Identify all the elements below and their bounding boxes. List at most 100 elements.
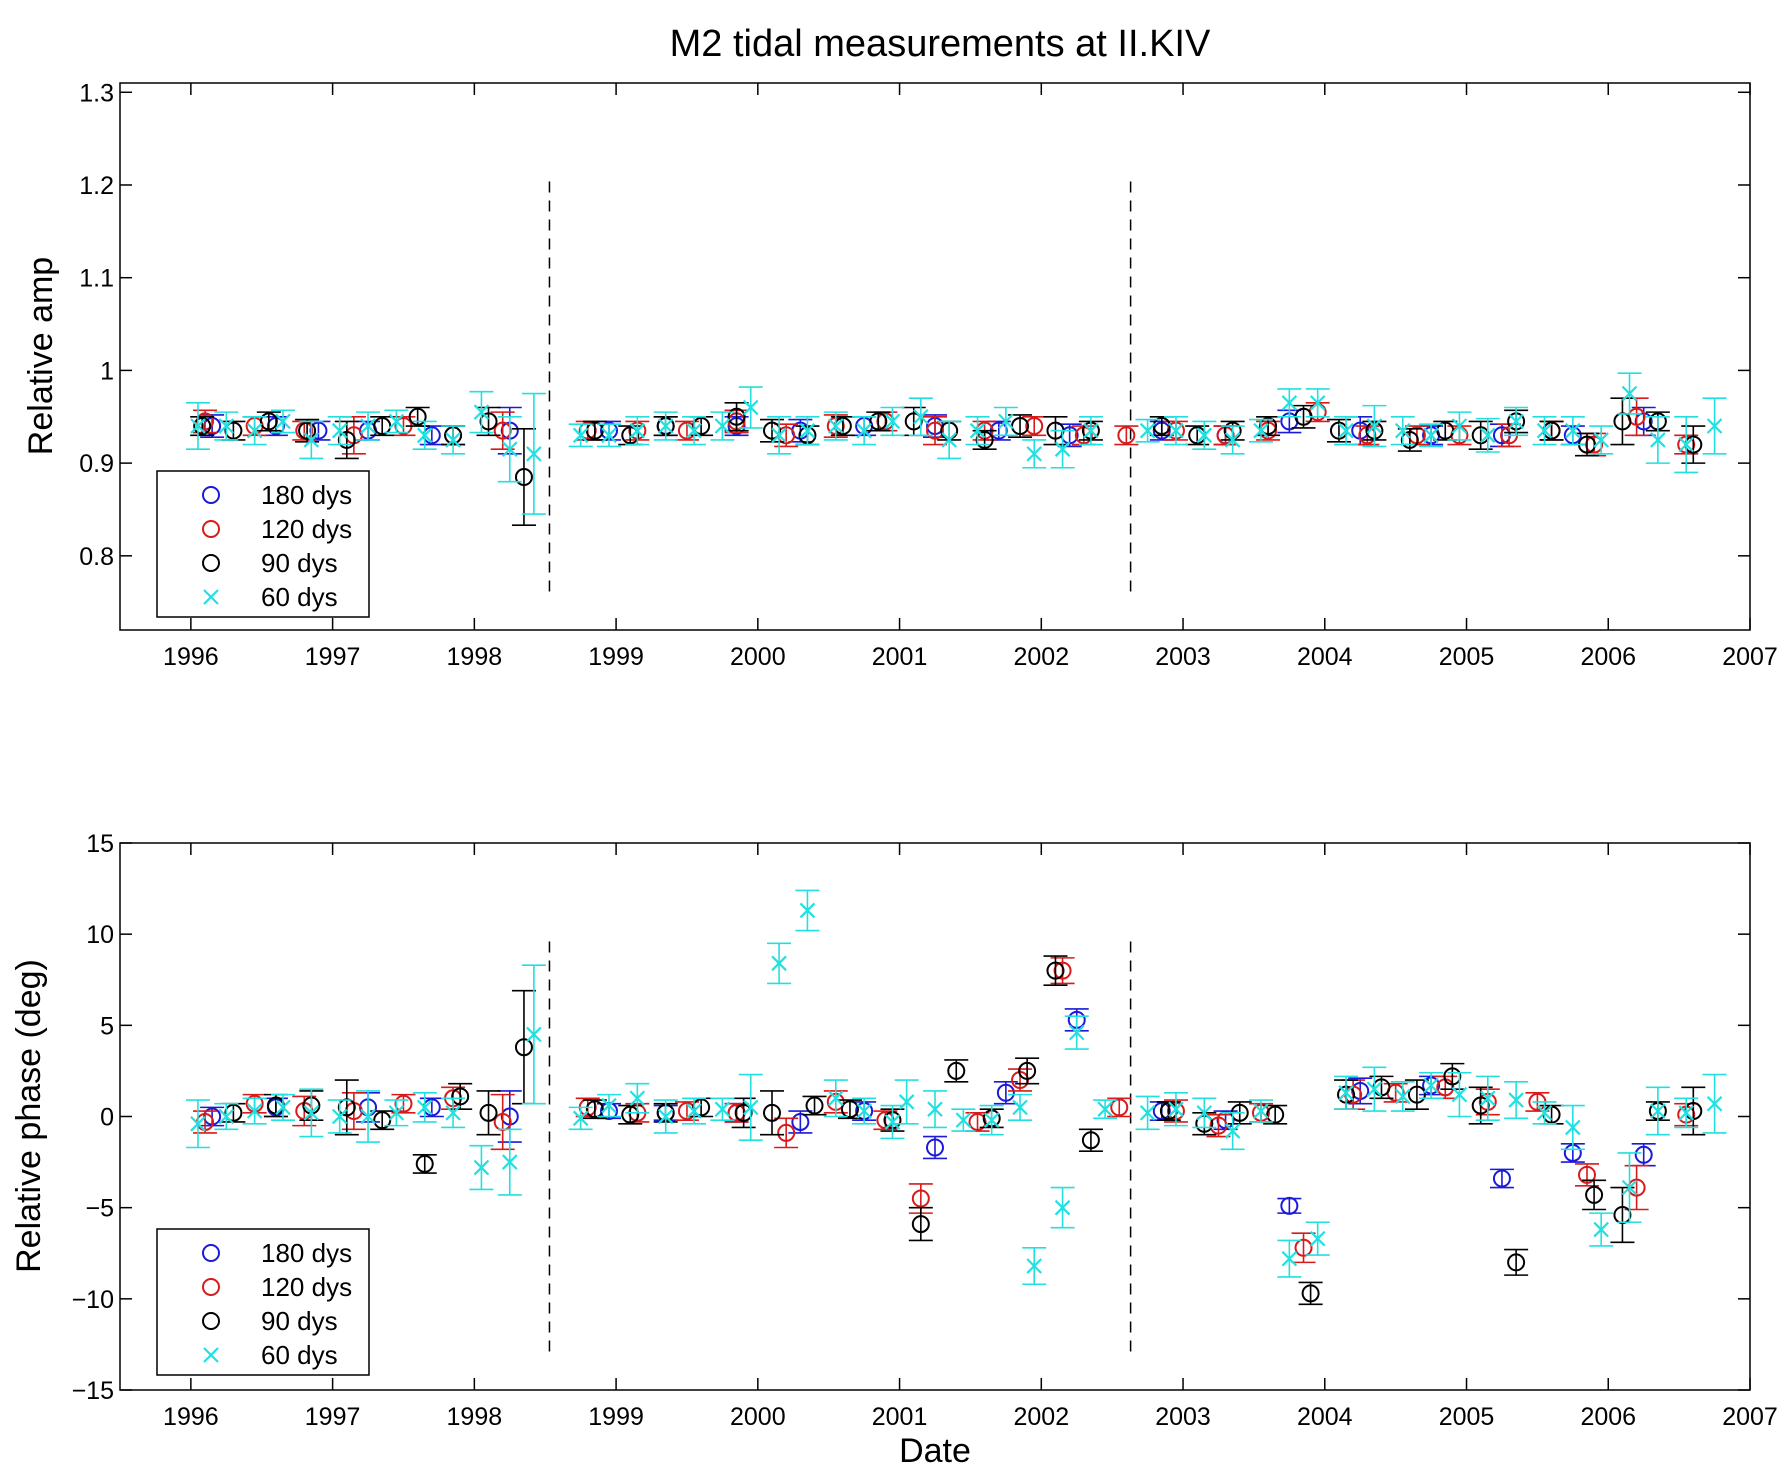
data-point — [1018, 1061, 1037, 1080]
data-point — [998, 413, 1014, 430]
legend-label: 90 dys — [261, 548, 338, 578]
data-point — [777, 1123, 796, 1142]
data-point — [416, 427, 433, 444]
data-point — [514, 1038, 533, 1057]
data-point — [196, 412, 215, 431]
data-point — [473, 1159, 490, 1176]
data-point — [975, 430, 994, 449]
y-tick-label: 1.3 — [79, 79, 114, 107]
data-point — [1117, 426, 1136, 445]
data-point — [246, 1103, 263, 1119]
data-point — [1480, 427, 1496, 444]
data-point — [913, 408, 929, 425]
data-point — [1471, 1096, 1490, 1115]
x-tick-label: 2005 — [1439, 643, 1495, 671]
data-point — [1621, 1179, 1638, 1196]
series-60-dys — [185, 889, 1727, 1286]
data-point — [1366, 1081, 1383, 1097]
data-point — [1266, 1105, 1285, 1124]
data-point — [1400, 430, 1419, 449]
data-point — [657, 1108, 674, 1125]
data-point — [246, 422, 263, 439]
legend-label: 120 dys — [261, 514, 352, 544]
data-point — [1650, 432, 1666, 448]
data-point — [1026, 446, 1042, 462]
data-point — [1280, 1196, 1299, 1215]
data-point — [686, 1103, 702, 1119]
x-tick-label: 1999 — [588, 643, 644, 671]
data-point — [1196, 1105, 1213, 1121]
data-point — [415, 1154, 434, 1173]
y-tick-label: 10 — [86, 921, 114, 949]
data-point — [1025, 417, 1044, 436]
data-point — [298, 421, 317, 440]
data-point — [331, 1108, 348, 1125]
series-60-dys — [185, 372, 1727, 515]
data-point — [805, 1096, 824, 1115]
data-point — [1394, 422, 1411, 439]
data-point — [1585, 1185, 1604, 1204]
phase-series — [185, 889, 1727, 1306]
legend-marker — [202, 1278, 220, 1296]
data-point — [884, 1114, 901, 1130]
data-point — [692, 1098, 711, 1117]
data-point — [1012, 1099, 1028, 1116]
data-point — [763, 421, 781, 440]
data-point — [657, 418, 674, 434]
data-point — [714, 1101, 731, 1117]
series-120-dys — [193, 957, 1699, 1264]
data-point — [360, 1108, 376, 1125]
data-point — [1301, 1284, 1320, 1303]
data-point — [1110, 1098, 1129, 1117]
data-point — [190, 1116, 206, 1132]
data-point — [479, 1103, 498, 1122]
data-point — [1536, 1105, 1553, 1121]
data-point — [275, 1099, 291, 1116]
data-point — [601, 1097, 617, 1114]
data-point — [445, 432, 461, 448]
x-tick-label: 1996 — [163, 1403, 219, 1431]
legend-marker — [202, 486, 220, 504]
data-point — [224, 1103, 243, 1122]
data-point — [451, 1087, 470, 1106]
data-point — [926, 1138, 944, 1157]
data-point — [1508, 1092, 1524, 1108]
data-point — [1224, 432, 1241, 448]
data-point — [1259, 417, 1278, 436]
data-point — [473, 404, 490, 420]
data-point — [331, 422, 348, 439]
legend-marker — [202, 520, 220, 538]
data-point — [416, 1099, 433, 1116]
data-point — [1508, 413, 1524, 430]
data-point — [840, 1100, 859, 1119]
data-point — [1152, 1102, 1171, 1121]
data-point — [1294, 1238, 1313, 1257]
data-point — [742, 399, 759, 416]
data-point — [1678, 436, 1694, 453]
data-point — [996, 1083, 1015, 1102]
legend-label: 180 dys — [261, 480, 352, 510]
phase-panel: 1996 1997 1998 1999 2000 2001 2002 2003 2004 2005… — [10, 830, 1778, 1470]
data-point — [799, 422, 816, 439]
y-tick-label: 0 — [100, 1104, 114, 1132]
data-point — [1309, 1230, 1326, 1247]
data-point — [1224, 1123, 1241, 1139]
data-point — [926, 421, 944, 440]
data-point — [629, 422, 646, 439]
data-point — [1253, 1103, 1269, 1119]
data-point — [193, 417, 212, 436]
data-point — [828, 418, 844, 434]
data-point — [309, 421, 328, 440]
data-point — [1338, 1085, 1354, 1101]
data-point — [1026, 1258, 1042, 1274]
legend-marker — [203, 1347, 219, 1363]
data-point — [1536, 422, 1553, 439]
data-point — [898, 1094, 915, 1110]
data-point — [1451, 418, 1468, 434]
data-point — [955, 1112, 972, 1128]
data-point — [1281, 395, 1298, 411]
amplitude-panel: 1996 1997 1998 1999 2000 2001 2002 2003 2004 2005… — [22, 79, 1778, 671]
data-point — [388, 413, 405, 430]
data-point — [360, 418, 376, 434]
x-tick-label: 1997 — [305, 643, 361, 671]
